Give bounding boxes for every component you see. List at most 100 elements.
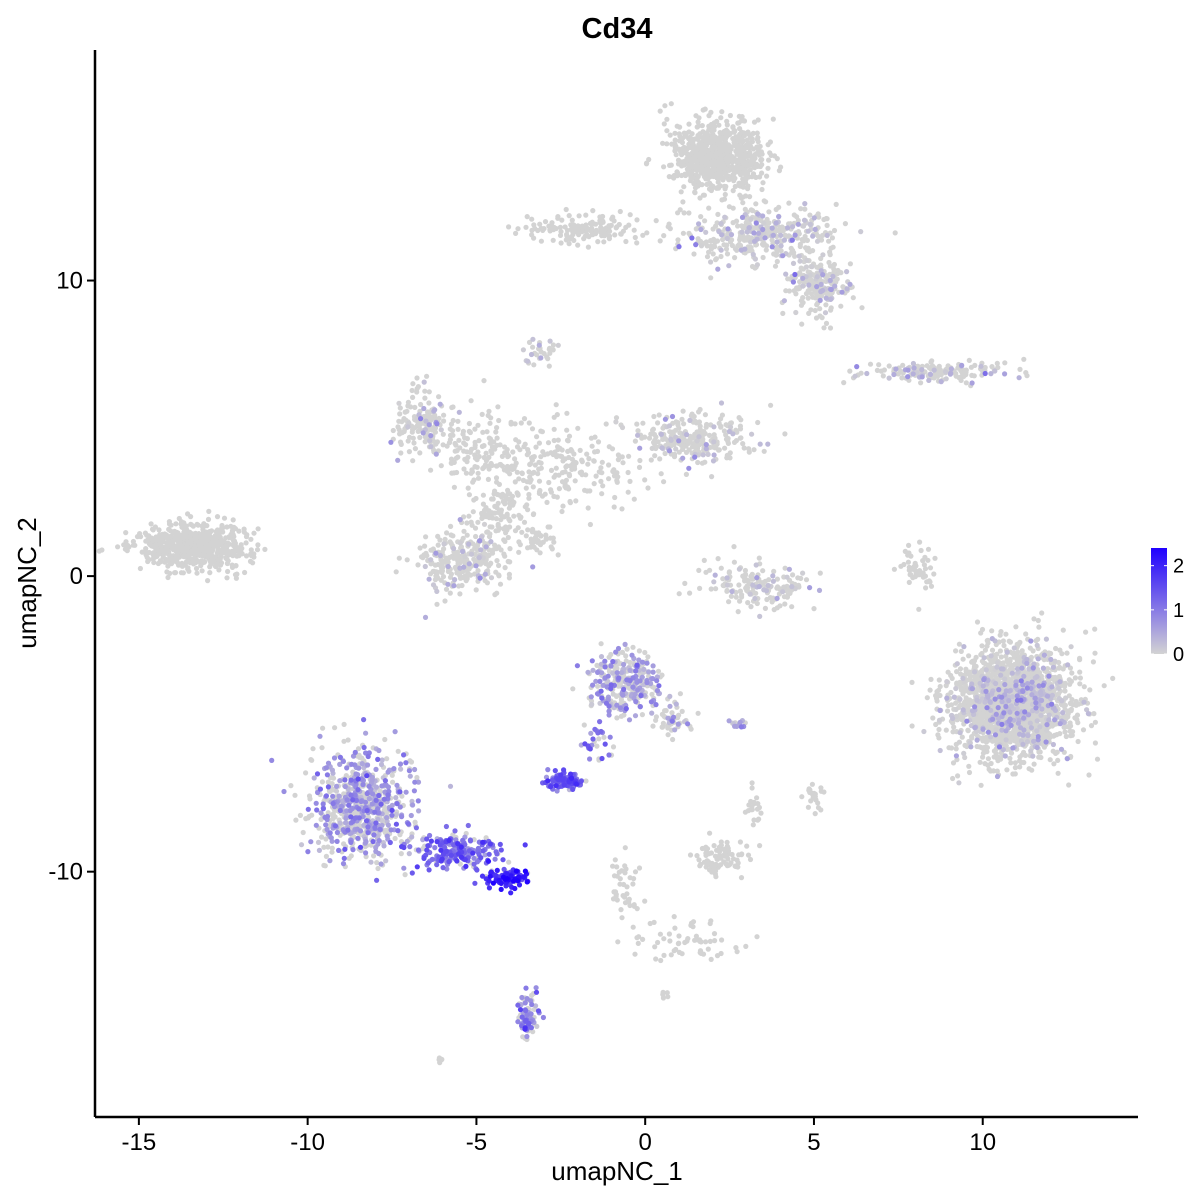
cell-point	[696, 419, 703, 425]
cell-point	[953, 700, 959, 706]
cell-point	[760, 180, 766, 186]
cell-point	[657, 456, 663, 462]
cell-point	[555, 552, 561, 558]
cell-point	[928, 583, 935, 589]
cell-point	[733, 143, 739, 149]
cell-point	[484, 529, 490, 535]
cell-point	[657, 108, 663, 114]
cell-point	[672, 137, 678, 143]
cell-point	[725, 438, 731, 444]
cell-point	[563, 477, 570, 483]
cell-point	[481, 378, 487, 384]
cell-point	[180, 570, 186, 576]
cell-point	[130, 538, 136, 545]
cell-point	[247, 558, 254, 565]
cell-point	[470, 479, 476, 485]
cell-point	[886, 363, 892, 369]
cell-point	[523, 533, 529, 539]
cell-point	[612, 232, 618, 238]
cell-point	[714, 150, 720, 156]
cell-point	[752, 152, 758, 158]
cell-point	[783, 288, 789, 294]
cell-point	[494, 558, 500, 564]
cell-point	[745, 186, 751, 192]
cell-point	[909, 679, 915, 686]
cell-point	[720, 236, 726, 243]
cell-point	[966, 357, 972, 363]
cell-point	[1068, 733, 1074, 739]
cell-point	[525, 545, 531, 551]
cell-point	[406, 449, 412, 455]
cell-point	[1077, 675, 1083, 681]
cell-point	[189, 548, 196, 555]
cell-point	[953, 370, 959, 377]
cell-point	[1092, 719, 1098, 725]
cell-point	[697, 585, 703, 592]
cell-point	[449, 470, 455, 476]
cell-point	[982, 647, 989, 653]
cell-point	[741, 168, 747, 175]
cell-point	[530, 526, 536, 533]
cell-point	[598, 220, 604, 227]
cell-point	[516, 512, 522, 518]
cell-point	[736, 582, 742, 588]
cell-point	[772, 153, 778, 159]
cell-point	[1003, 653, 1009, 659]
cell-point	[504, 447, 510, 453]
cell-point	[706, 432, 713, 438]
cell-point	[954, 669, 960, 675]
cell-point	[560, 503, 566, 509]
cell-point	[146, 556, 152, 563]
cell-point	[200, 559, 206, 565]
cell-point	[496, 562, 502, 569]
cell-point	[969, 372, 975, 378]
cell-point	[1070, 702, 1076, 708]
cell-point	[606, 462, 612, 468]
cell-point	[735, 168, 742, 174]
cell-point	[640, 232, 646, 238]
cell-point	[1031, 616, 1037, 622]
cell-point	[534, 352, 540, 358]
cell-point	[486, 408, 492, 414]
cell-point	[538, 428, 544, 434]
cell-point	[147, 536, 154, 542]
cell-point	[613, 415, 620, 421]
cell-point	[744, 142, 750, 148]
cell-point	[729, 242, 736, 249]
cell-point	[524, 214, 530, 220]
cell-point	[160, 554, 166, 560]
cell-point	[917, 539, 923, 545]
cell-point	[945, 363, 951, 369]
cell-point	[557, 445, 563, 451]
cell-point	[679, 163, 685, 169]
cell-point	[563, 464, 569, 470]
cell-point	[963, 369, 969, 375]
cell-point	[498, 547, 504, 553]
cell-point	[496, 572, 502, 578]
cell-point	[489, 450, 495, 456]
cell-point	[709, 138, 716, 145]
cell-point	[847, 261, 854, 267]
cell-point	[916, 606, 922, 612]
cell-point	[771, 568, 777, 575]
cell-point	[686, 121, 692, 127]
cell-point	[954, 680, 960, 686]
cell-point	[440, 442, 446, 448]
cell-point	[499, 453, 505, 459]
cell-point	[455, 554, 461, 560]
chart-title: Cd34	[582, 13, 653, 45]
cell-point	[634, 421, 640, 427]
cell-point	[456, 583, 462, 589]
cell-point	[495, 404, 501, 410]
cell-point	[930, 715, 936, 721]
cell-point	[149, 543, 155, 549]
cell-point	[637, 457, 643, 464]
cell-point	[476, 438, 482, 444]
cell-point	[592, 449, 598, 455]
cell-point	[515, 226, 521, 232]
cell-point	[958, 648, 964, 655]
cell-point	[786, 200, 792, 206]
cell-point	[738, 118, 745, 124]
cell-point	[936, 726, 942, 733]
cell-point	[909, 723, 915, 729]
